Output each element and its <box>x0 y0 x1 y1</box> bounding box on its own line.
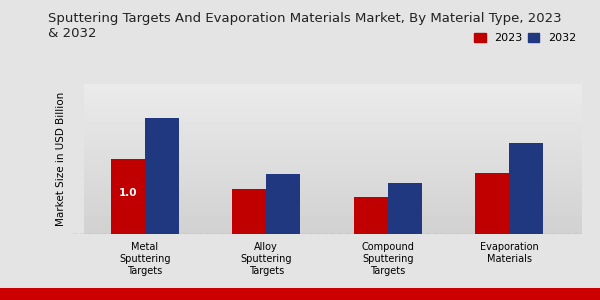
Legend: 2023, 2032: 2023, 2032 <box>475 33 577 43</box>
Bar <box>232 189 266 234</box>
Bar <box>145 118 179 234</box>
Bar <box>509 142 543 234</box>
Bar <box>266 174 300 234</box>
Text: Sputtering Targets And Evaporation Materials Market, By Material Type, 2023
& 20: Sputtering Targets And Evaporation Mater… <box>48 12 562 40</box>
Y-axis label: Market Size in USD Billion: Market Size in USD Billion <box>56 92 67 226</box>
Bar <box>475 172 509 234</box>
Bar <box>354 196 388 234</box>
Bar <box>388 183 422 234</box>
Bar <box>111 159 145 234</box>
Text: 1.0: 1.0 <box>119 188 137 198</box>
